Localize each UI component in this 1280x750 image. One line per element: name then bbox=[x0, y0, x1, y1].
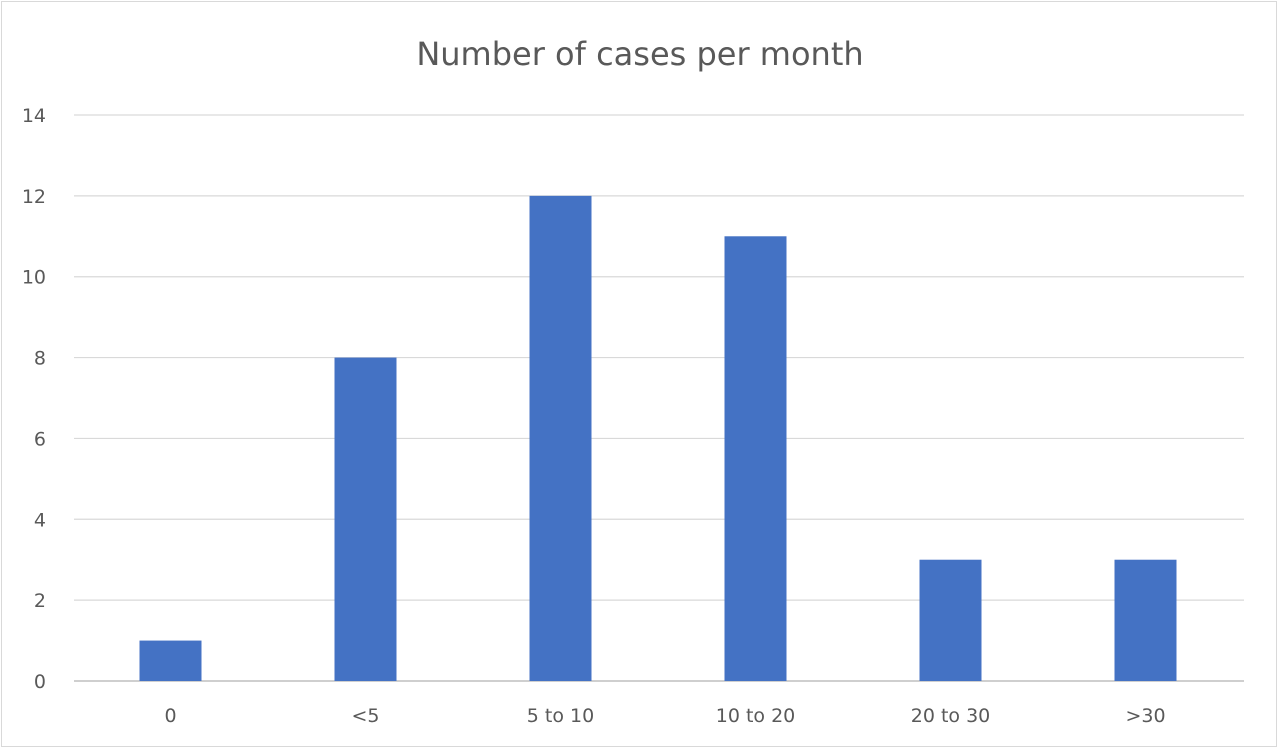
y-tick-label: 4 bbox=[34, 509, 46, 531]
y-axis-ticks: 0 2 4 6 8 10 12 14 bbox=[22, 105, 46, 693]
bar bbox=[919, 559, 982, 681]
y-tick-label: 12 bbox=[22, 186, 46, 208]
y-tick-label: 2 bbox=[34, 590, 46, 612]
y-tick-label: 0 bbox=[34, 671, 46, 693]
x-tick-label: >30 bbox=[1125, 705, 1165, 727]
bars bbox=[139, 195, 1177, 682]
gridlines bbox=[74, 114, 1244, 682]
chart-title: Number of cases per month bbox=[416, 35, 864, 73]
x-tick-label: 20 to 30 bbox=[911, 705, 991, 727]
x-tick-label: <5 bbox=[351, 705, 379, 727]
bar bbox=[334, 357, 397, 681]
bar bbox=[139, 640, 202, 681]
y-tick-label: 10 bbox=[22, 267, 46, 289]
bar bbox=[1114, 559, 1177, 681]
x-axis-ticks: 0 <5 5 to 10 10 to 20 20 to 30 >30 bbox=[164, 705, 1165, 727]
y-tick-label: 8 bbox=[34, 348, 46, 370]
bar bbox=[529, 195, 592, 681]
x-tick-label: 0 bbox=[164, 705, 176, 727]
x-tick-label: 5 to 10 bbox=[527, 705, 594, 727]
y-tick-label: 14 bbox=[22, 105, 46, 127]
bar bbox=[724, 236, 787, 682]
y-tick-label: 6 bbox=[34, 428, 46, 450]
x-tick-label: 10 to 20 bbox=[716, 705, 796, 727]
